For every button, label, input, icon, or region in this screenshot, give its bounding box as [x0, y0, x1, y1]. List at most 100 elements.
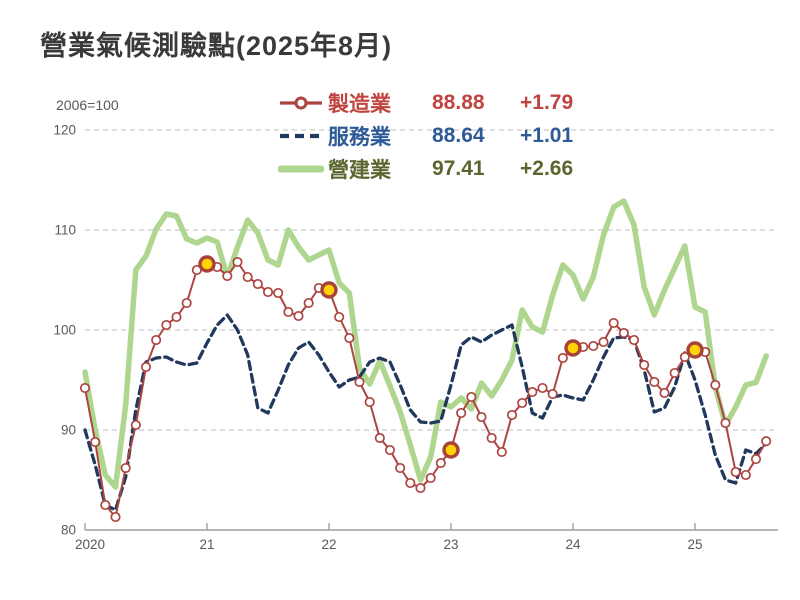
manufacturing-marker	[588, 340, 599, 352]
y-tick-label: 100	[53, 323, 76, 338]
manufacturing-marker	[344, 332, 355, 344]
manufacturing-marker	[100, 499, 111, 511]
manufacturing-marker	[252, 278, 263, 290]
manufacturing-marker	[547, 388, 558, 400]
x-tick-label: 25	[687, 537, 702, 552]
legend-value-manufacturing: 88.88	[432, 90, 485, 114]
manufacturing-marker	[222, 270, 233, 282]
manufacturing-marker	[598, 336, 609, 348]
y-tick-label: 110	[54, 223, 76, 238]
manufacturing-marker	[649, 376, 660, 388]
manufacturing-marker	[506, 409, 518, 421]
legend-row-construction: 營建業 97.41 +2.66	[278, 152, 604, 185]
y-tick-label: 80	[61, 523, 76, 538]
manufacturing-marker	[740, 469, 751, 481]
series-manufacturing-markers	[79, 256, 772, 523]
manufacturing-marker	[476, 411, 487, 423]
x-tick-label: 21	[199, 537, 214, 552]
manufacturing-marker	[669, 367, 680, 379]
manufacturing-marker	[659, 387, 670, 399]
legend-value-services: 88.64	[432, 123, 485, 147]
manufacturing-marker	[425, 472, 436, 484]
manufacturing-marker	[161, 319, 172, 331]
manufacturing-marker	[151, 334, 162, 346]
highlight-marker	[442, 441, 460, 459]
manufacturing-marker	[140, 361, 152, 373]
manufacturing-marker	[262, 286, 274, 298]
construction-swatch-svg	[278, 165, 324, 172]
manufacturing-marker	[374, 432, 385, 444]
manufacturing-marker	[496, 446, 507, 458]
manufacturing-marker	[486, 432, 497, 444]
manufacturing-marker	[730, 466, 741, 478]
manufacturing-marker	[171, 311, 182, 323]
manufacturing-marker	[273, 287, 284, 299]
manufacturing-marker	[283, 306, 294, 318]
legend-change-services: +1.01	[520, 123, 574, 147]
manufacturing-marker	[364, 396, 375, 408]
series-construction-line	[82, 198, 769, 490]
services-swatch-svg	[280, 133, 322, 138]
manufacturing-marker	[395, 462, 406, 474]
series-services-line	[83, 313, 768, 512]
manufacturing-marker	[639, 359, 650, 371]
manufacturing-marker	[750, 454, 762, 465]
x-tick-label: 22	[321, 537, 336, 552]
highlight-marker	[564, 339, 582, 357]
manufacturing-line-marker-icon	[278, 93, 328, 113]
services-dashed-line-icon	[278, 126, 328, 146]
manufacturing-marker	[618, 327, 629, 339]
manufacturing-swatch-svg	[280, 96, 322, 109]
legend-row-manufacturing: 製造業 88.88 +1.79	[278, 86, 604, 119]
construction-thick-line-icon	[278, 159, 328, 179]
x-tick-label: 24	[565, 537, 581, 552]
manufacturing-marker	[90, 436, 101, 448]
january-highlight-markers	[198, 255, 704, 459]
manufacturing-marker	[720, 417, 731, 429]
manufacturing-marker	[761, 436, 772, 447]
legend-row-services: 服務業 88.64 +1.01	[278, 119, 604, 152]
legend-name-manufacturing: 製造業	[328, 92, 391, 116]
gridlines: 80 90 100 110 120	[53, 123, 778, 538]
y-tick-label: 90	[61, 423, 76, 438]
manufacturing-marker	[334, 311, 345, 323]
manufacturing-marker	[435, 457, 446, 469]
page-title: 營業氣候測驗點(2025年8月)	[40, 31, 393, 61]
manufacturing-marker	[384, 444, 396, 456]
manufacturing-marker	[354, 376, 365, 388]
manufacturing-marker	[242, 271, 253, 283]
manufacturing-marker	[517, 397, 528, 409]
x-axis: 2020 21 22 23 24 25	[75, 523, 778, 552]
manufacturing-marker	[710, 379, 721, 391]
highlight-marker	[198, 255, 216, 273]
index-base-note: 2006=100	[56, 97, 119, 113]
legend-name-services: 服務業	[328, 125, 391, 149]
manufacturing-marker	[466, 391, 477, 403]
manufacturing-marker	[415, 482, 426, 494]
x-tick-label: 2020	[75, 537, 105, 552]
manufacturing-marker	[405, 477, 416, 489]
manufacturing-marker	[181, 297, 192, 309]
y-tick-label: 120	[53, 123, 76, 138]
manufacturing-marker	[130, 419, 141, 431]
manufacturing-marker	[628, 334, 640, 346]
manufacturing-marker	[557, 352, 568, 364]
x-tick-label: 23	[443, 537, 458, 552]
manufacturing-marker	[527, 386, 538, 398]
manufacturing-marker	[608, 317, 619, 329]
legend: 製造業 88.88 +1.79 服務業 88.64 +1.01 營建業 97.4…	[278, 86, 604, 185]
legend-name-construction: 營建業	[328, 158, 391, 182]
manufacturing-marker	[456, 407, 467, 419]
legend-change-construction: +2.66	[520, 156, 574, 180]
manufacturing-marker	[232, 256, 243, 268]
manufacturing-marker	[79, 382, 91, 394]
manufacturing-marker	[303, 297, 314, 309]
highlight-marker	[320, 281, 338, 299]
legend-change-manufacturing: +1.79	[520, 90, 574, 114]
manufacturing-marker	[537, 382, 548, 394]
legend-value-construction: 97.41	[432, 156, 485, 180]
manufacturing-marker	[120, 462, 131, 474]
manufacturing-marker	[110, 511, 121, 523]
